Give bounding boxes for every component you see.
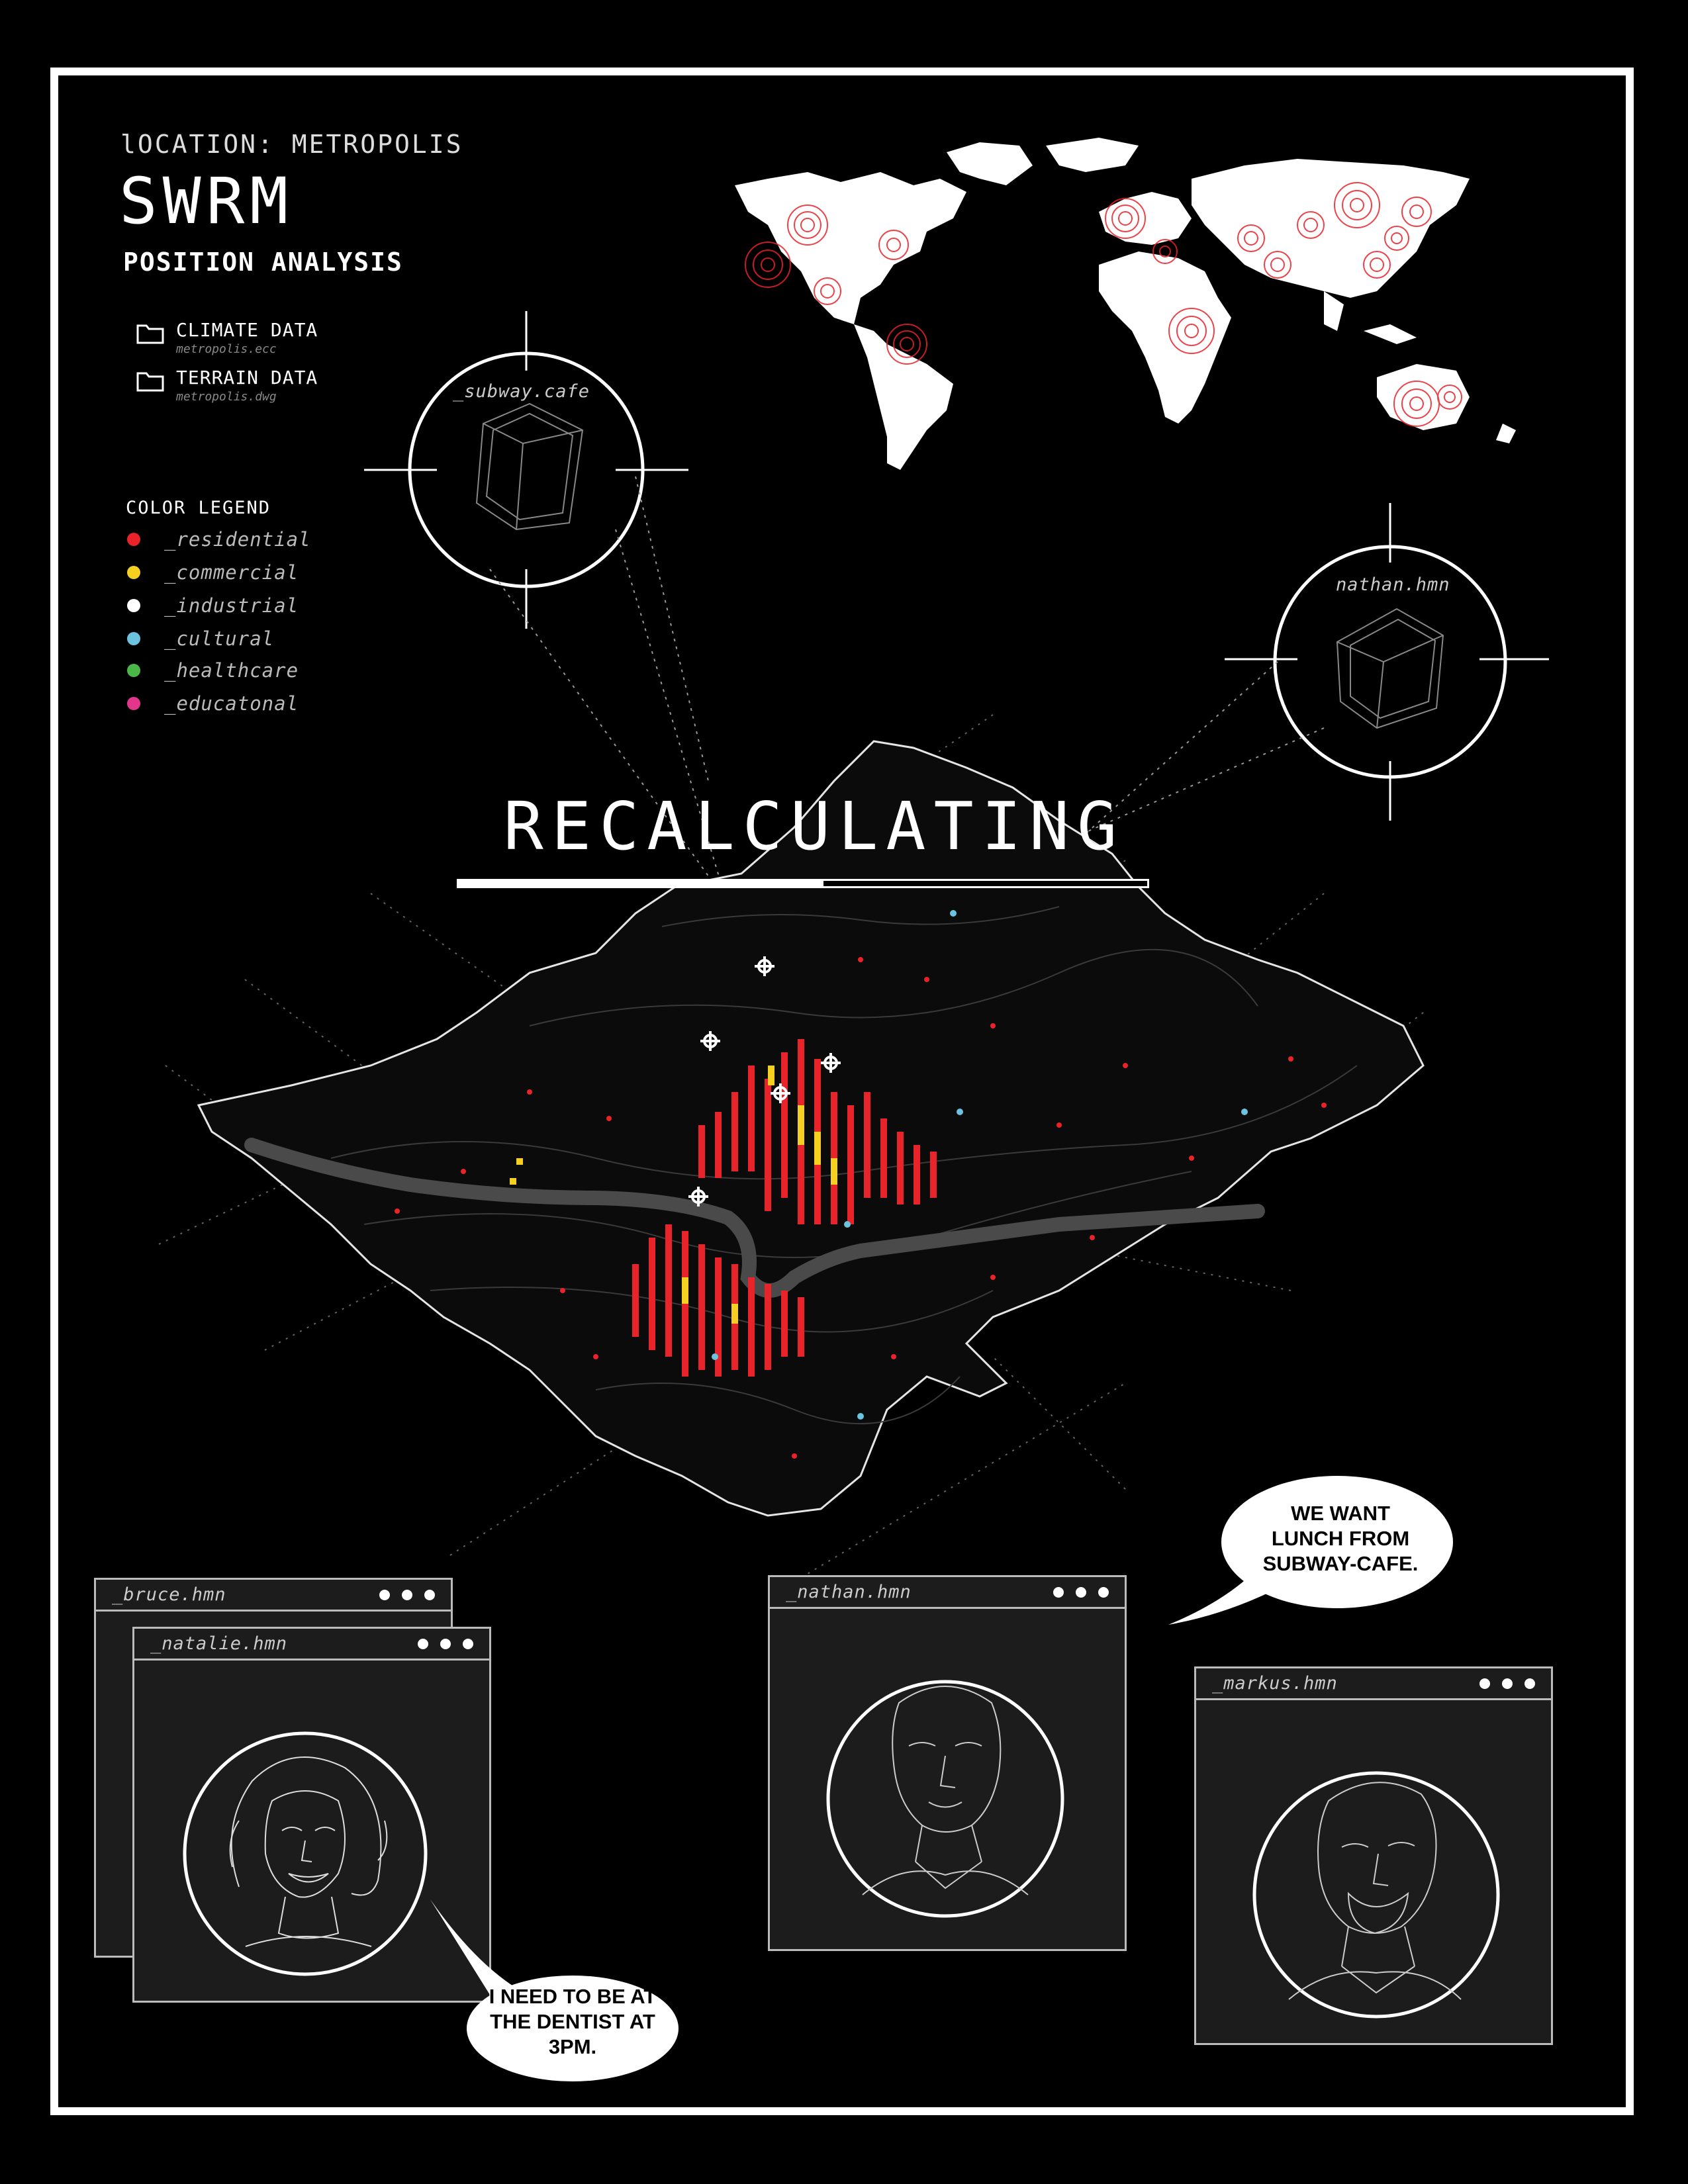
- target-label: nathan.hmn: [1336, 574, 1450, 595]
- location-label: lOCATION: METROPOLIS: [120, 130, 463, 159]
- legend-dot: [127, 599, 140, 612]
- window-controls[interactable]: [418, 1638, 473, 1649]
- speech-line: THE DENTIST AT: [490, 2010, 655, 2033]
- window-markus[interactable]: _markus.hmn: [1194, 1666, 1553, 2045]
- dot-icon[interactable]: [379, 1589, 390, 1600]
- window-title: _nathan.hmn: [786, 1582, 912, 1602]
- file-path: metropolis.dwg: [176, 390, 277, 404]
- activity-rings: [745, 182, 1462, 427]
- cube-icon: [475, 402, 584, 531]
- legend-label: _cultural: [164, 627, 275, 650]
- dot-icon[interactable]: [1479, 1678, 1490, 1689]
- location-pin-icon: [755, 956, 774, 976]
- window-title: _markus.hmn: [1212, 1673, 1338, 1694]
- legend-title: COLOR LEGEND: [126, 498, 271, 518]
- progress-fill: [459, 881, 824, 886]
- dot-icon[interactable]: [1502, 1678, 1513, 1689]
- location-pin-icon: [821, 1053, 841, 1073]
- folder-icon: [136, 324, 164, 344]
- speech-bubble-nathan: [1168, 1476, 1453, 1625]
- legend-label: _commercial: [164, 561, 299, 584]
- window-titlebar[interactable]: _bruce.hmn: [96, 1580, 451, 1612]
- legend-dot: [127, 566, 140, 579]
- speech-line: LUNCH FROM: [1271, 1527, 1410, 1550]
- portrait-lines: [862, 1686, 1029, 1895]
- legend-item-healthcare: _healthcare: [127, 659, 299, 682]
- window-natalie[interactable]: _natalie.hmn: [132, 1627, 491, 2003]
- speech-bubble-natalie: [430, 1899, 679, 2081]
- legend-label: _residential: [164, 528, 311, 551]
- window-title: _bruce.hmn: [112, 1584, 226, 1605]
- terrain-contours: [330, 906, 1358, 1425]
- status-text: RECALCULATING: [503, 788, 1125, 865]
- legend-label: _healthcare: [164, 659, 299, 682]
- window-titlebar[interactable]: _natalie.hmn: [134, 1629, 489, 1661]
- window-controls[interactable]: [1053, 1586, 1109, 1598]
- legend-label: _industrial: [164, 594, 299, 617]
- window-titlebar[interactable]: _markus.hmn: [1196, 1668, 1551, 1700]
- legend-dot: [127, 533, 140, 546]
- folder-icon: [136, 372, 164, 392]
- continents: [735, 138, 1516, 470]
- window-titlebar[interactable]: _nathan.hmn: [770, 1577, 1125, 1609]
- speech-text-natalie: I NEED TO BE AT THE DENTIST AT 3PM.: [463, 1984, 682, 2060]
- dot-icon[interactable]: [1098, 1586, 1109, 1598]
- speech-text-nathan: WE WANT LUNCH FROM SUBWAY-CAFE.: [1231, 1501, 1450, 1576]
- avatar: [183, 1731, 428, 1976]
- legend-item-educational: _educatonal: [127, 692, 299, 715]
- cube-icon: [1336, 608, 1444, 729]
- speech-line: 3PM.: [548, 2035, 597, 2058]
- speech-line: WE WANT: [1291, 1502, 1390, 1525]
- legend-item-residential: _residential: [127, 528, 311, 551]
- location-pin-icon: [700, 1031, 720, 1051]
- location-markers: [688, 956, 841, 1206]
- legend-dot: [127, 697, 140, 710]
- legend-item-cultural: _cultural: [127, 627, 274, 650]
- dot-icon[interactable]: [1053, 1586, 1064, 1598]
- dot-icon[interactable]: [440, 1638, 451, 1649]
- target-label: _subway.cafe: [453, 381, 590, 402]
- city-map: [158, 714, 1425, 1582]
- target-reticle-subway-cafe[interactable]: [364, 311, 688, 629]
- avatar: [1252, 1771, 1500, 2019]
- target-reticle-nathan[interactable]: [1225, 503, 1549, 821]
- legend-item-industrial: _industrial: [127, 594, 299, 617]
- avatar: [826, 1680, 1064, 1918]
- river: [244, 1138, 1265, 1298]
- speech-line: I NEED TO BE AT: [489, 1985, 657, 2008]
- file-name: CLIMATE DATA: [176, 319, 318, 341]
- dot-icon[interactable]: [1076, 1586, 1086, 1598]
- dot-icon[interactable]: [418, 1638, 428, 1649]
- file-terrain-data[interactable]: TERRAIN DATA metropolis.dwg: [136, 367, 318, 404]
- window-title: _natalie.hmn: [150, 1633, 288, 1654]
- dot-icon[interactable]: [463, 1638, 473, 1649]
- world-map: [735, 138, 1516, 470]
- dot-icon[interactable]: [424, 1589, 435, 1600]
- window-controls[interactable]: [1479, 1678, 1535, 1689]
- page-title: SWRM: [119, 164, 294, 238]
- legend-item-commercial: _commercial: [127, 561, 299, 584]
- progress-bar: [457, 879, 1149, 888]
- dot-icon[interactable]: [402, 1589, 412, 1600]
- poster-frame: [50, 68, 1634, 2115]
- portrait-lines: [1288, 1782, 1462, 2000]
- window-nathan[interactable]: _nathan.hmn: [768, 1575, 1127, 1951]
- portrait-lines: [229, 1756, 388, 1947]
- legend-dot: [127, 664, 140, 677]
- legend-dot: [127, 632, 140, 645]
- legend-label: _educatonal: [164, 692, 299, 715]
- dot-icon[interactable]: [1524, 1678, 1535, 1689]
- location-pin-icon: [771, 1083, 790, 1103]
- file-name: TERRAIN DATA: [176, 367, 318, 388]
- window-controls[interactable]: [379, 1589, 435, 1600]
- density-points: [395, 910, 1327, 1459]
- page-subtitle: POSITION ANALYSIS: [123, 248, 403, 277]
- terrain-outline: [197, 740, 1425, 1517]
- file-climate-data[interactable]: CLIMATE DATA metropolis.ecc: [136, 319, 318, 356]
- location-pin-icon: [688, 1187, 708, 1206]
- file-path: metropolis.ecc: [176, 342, 277, 356]
- speech-line: SUBWAY-CAFE.: [1262, 1552, 1419, 1575]
